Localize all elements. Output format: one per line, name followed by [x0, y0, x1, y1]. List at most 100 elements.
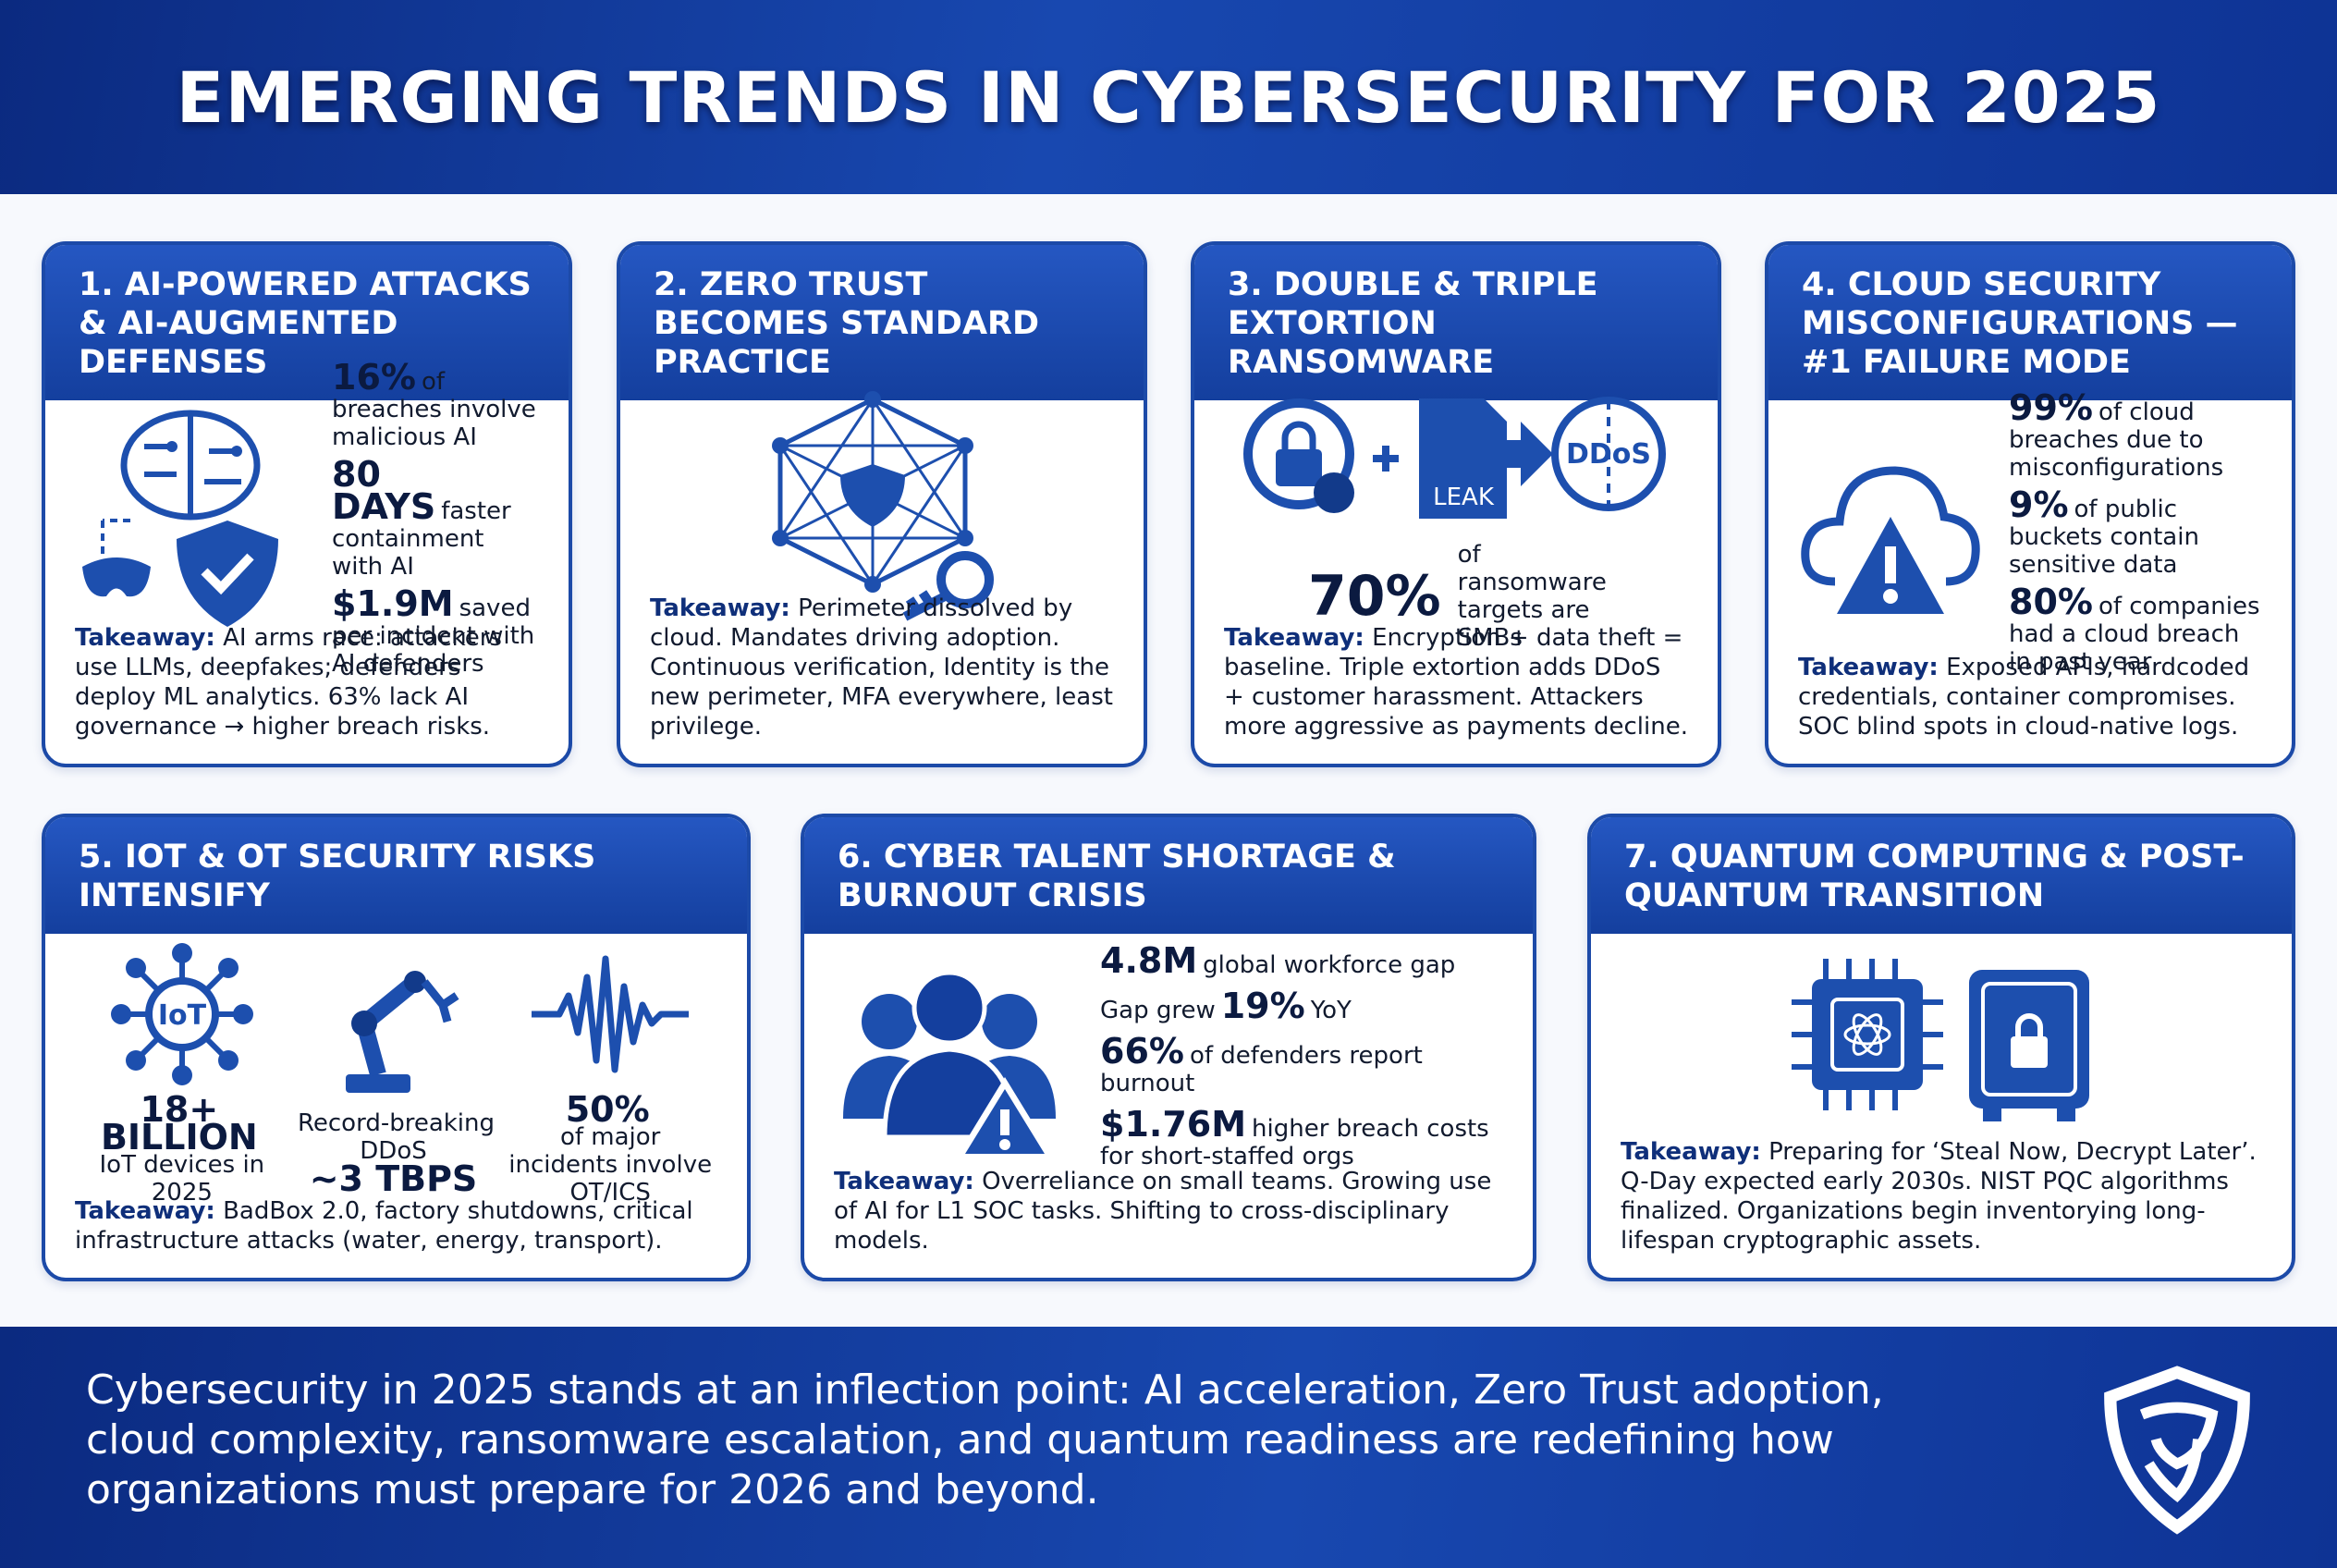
stat-text: higher breach costs for short-staffed or… — [1100, 1115, 1489, 1170]
takeaway: Takeaway: Perimeter dissolved by cloud. … — [650, 594, 1114, 741]
icon-shape — [125, 958, 146, 978]
takeaway-text: Perimeter dissolved by cloud. Mandates d… — [650, 594, 1113, 741]
icon-shape — [124, 957, 239, 1072]
stat-value: 99% — [2009, 387, 2093, 428]
stat: 70% of ransomware targets are SMBs — [1308, 540, 1607, 652]
card-title: 4. CLOUD SECURITY MISCONFIGURATIONS — #1… — [1768, 245, 2292, 400]
takeaway-text: Exposed APIs, hardcoded credentials, con… — [1798, 654, 2250, 741]
stat: 80% of companies had a cloud breach in pa… — [2009, 584, 2262, 676]
stat: 4.8M global workforce gap — [1100, 943, 1503, 979]
stat-column: IoT 18+ BILLION IoT devices in 2025 — [75, 940, 289, 1207]
icon-shape — [125, 1050, 146, 1071]
takeaway-label: Takeaway: — [1621, 1138, 1761, 1166]
icon-shape — [957, 436, 973, 454]
icon-shape — [232, 1004, 253, 1024]
stat-value: 66% — [1100, 1031, 1184, 1072]
brain-icon — [82, 410, 278, 627]
takeaway-label: Takeaway: — [834, 1168, 974, 1195]
stat-value: 9% — [2009, 484, 2069, 525]
card-title: 6. CYBER TALENT SHORTAGE & BURNOUT CRISI… — [804, 817, 1533, 934]
takeaway-label: Takeaway: — [1224, 624, 1364, 652]
card-visual: LEAK DDoS 70% of ransomware targets are SM… — [1224, 396, 1688, 652]
takeaway-text: Encryption + data theft = baseline. Trip… — [1224, 624, 1688, 741]
icon-shape — [772, 436, 789, 454]
ransom-icon: LEAK DDoS — [1243, 396, 1666, 519]
stat-text: of ransomware targets are SMBs — [1457, 540, 1607, 652]
logo-swirl — [2139, 1402, 2219, 1470]
icon-shape — [2011, 1036, 2048, 1068]
arm-icon — [345, 971, 459, 1093]
icon-shape — [101, 518, 130, 557]
card-body: Takeaway: Preparing for ‘Steal Now, Decr… — [1591, 934, 2292, 1278]
icon-shape — [1830, 998, 1904, 1072]
footer-text: Cybersecurity in 2025 stands at an infle… — [86, 1366, 1884, 1513]
takeaway: Takeaway: AI arms race: attackers use LL… — [75, 623, 539, 741]
stat-list: 70% of ransomware targets are SMBs — [1308, 540, 1607, 652]
icon-shape — [171, 1065, 192, 1085]
stat-pre: Record-breaking DDoS — [297, 1109, 496, 1165]
stat-value: 16% — [332, 356, 416, 398]
stat-text: of companies had a cloud breach in past … — [2009, 593, 2260, 676]
icon-shape — [1883, 588, 1898, 604]
stat-text: of breaches involve malicious AI — [332, 367, 536, 451]
page-title: EMERGING TRENDS IN CYBERSECURITY FOR 202… — [176, 55, 2161, 139]
stat-value: ~3 TBPS — [309, 1158, 478, 1199]
stat-text: of defenders report burnout — [1100, 1042, 1423, 1097]
card-visual — [650, 390, 1114, 620]
card-body: LEAK DDoS 70% of ransomware targets are SM… — [1194, 396, 1718, 764]
stat-column: Record-breaking DDoS ~3 TBPS — [289, 954, 504, 1199]
icon-shape — [902, 589, 949, 620]
logo-outline — [2104, 1366, 2250, 1535]
icon-label: DDoS — [1566, 438, 1651, 471]
stat-value: $1.9M — [332, 582, 454, 624]
card-body: 16% of breaches involve malicious AI 80 DA… — [45, 360, 569, 764]
shield-logo — [2104, 1366, 2250, 1535]
stat-column: 50% of major incidents involve OT/ICS — [503, 940, 717, 1207]
icon-shape — [345, 1074, 410, 1093]
stat-value: 18+ BILLION — [100, 1089, 258, 1158]
icon-shape — [1243, 398, 1354, 509]
stat: Record-breaking DDoS ~3 TBPS — [289, 1109, 504, 1199]
stat-list: 16% of breaches involve malicious AI 80 DA… — [332, 360, 539, 678]
card-visual — [1621, 950, 2262, 1137]
icon-shape — [1981, 982, 2077, 1096]
stat-value: 80 DAYS — [332, 453, 436, 527]
card-title: 2. ZERO TRUST BECOMES STANDARD PRACTICE — [620, 245, 1144, 400]
icon-shape — [1281, 421, 1316, 449]
icon-shape — [2015, 1013, 2043, 1036]
takeaway-label: Takeaway: — [1798, 654, 1939, 681]
trend-card: 6. CYBER TALENT SHORTAGE & BURNOUT CRISI… — [801, 814, 1536, 1281]
stat-value: 80% — [2009, 582, 2093, 622]
stat-list: 4.8M global workforce gap Gap grew 19% YoY 66… — [1100, 943, 1503, 1170]
wave-icon — [532, 955, 690, 1073]
header: EMERGING TRENDS IN CYBERSECURITY FOR 202… — [0, 0, 2337, 194]
icon-shape — [982, 994, 1037, 1049]
icon-shape — [350, 1011, 377, 1036]
stat: $1.76M higher breach costs for short-staf… — [1100, 1107, 1503, 1170]
icon-shape — [862, 994, 917, 1049]
trend-card: 3. DOUBLE & TRIPLE EXTORTION RANSOMWARE … — [1191, 241, 1721, 767]
card-body: IoT 18+ BILLION IoT devices in 2025 Recor… — [45, 934, 747, 1278]
trend-card: 1. AI-POWERED ATTACKS & AI-AUGMENTED DEF… — [42, 241, 572, 767]
stat-text: IoT devices in 2025 — [99, 1151, 265, 1207]
icon-shape — [999, 1139, 1010, 1150]
icon-shape — [912, 970, 987, 1046]
trend-card: 7. QUANTUM COMPUTING & POST-QUANTUM TRAN… — [1587, 814, 2295, 1281]
icon-shape — [772, 529, 789, 546]
trend-card: 5. IOT & OT SECURITY RISKS INTENSIFY IoT… — [42, 814, 751, 1281]
icon-shape — [1276, 448, 1322, 486]
takeaway-label: Takeaway: — [75, 624, 215, 652]
stat: 66% of defenders report burnout — [1100, 1034, 1503, 1097]
icon-label: IoT — [158, 999, 207, 1032]
icon-shape — [231, 445, 242, 457]
stat: 9% of public buckets contain sensitive da… — [2009, 487, 2262, 579]
icon-shape — [532, 955, 690, 1073]
quantum-icon — [1792, 959, 2089, 1121]
stat: $1.9M saved per incident with AI defender… — [332, 586, 539, 678]
icon-shape — [1852, 1013, 1883, 1056]
icon-shape — [403, 971, 426, 993]
icon-shape — [864, 575, 881, 593]
icon-shape — [166, 440, 177, 452]
icon-shape — [217, 958, 239, 978]
stat-text: saved per incident with AI defenders — [332, 594, 535, 678]
